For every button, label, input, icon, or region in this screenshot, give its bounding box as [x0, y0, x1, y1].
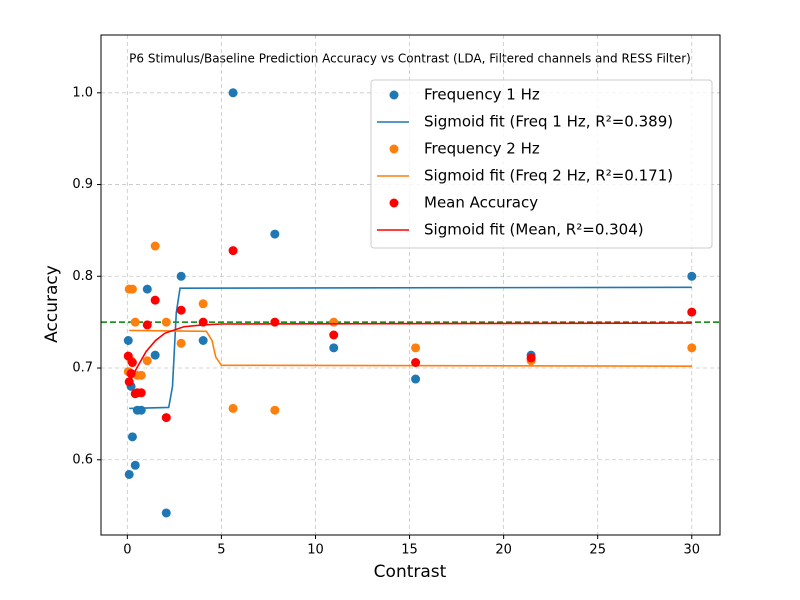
y-axis-label: Accuracy [42, 265, 62, 343]
data-point [123, 351, 133, 361]
data-point [136, 388, 146, 398]
data-point [687, 271, 697, 281]
legend-box [370, 79, 713, 249]
legend-label: Sigmoid fit (Freq 1 Hz, R²=0.389) [424, 113, 673, 131]
legend-marker [389, 198, 399, 208]
x-tick-label: 15 [401, 543, 418, 558]
y-tick-label: 0.8 [72, 269, 93, 284]
data-point [176, 271, 186, 281]
legend-marker [389, 90, 399, 100]
data-point [150, 295, 160, 305]
x-tick-label: 10 [307, 543, 324, 558]
data-point [136, 370, 146, 380]
data-point [176, 338, 186, 348]
x-tick-label: 20 [495, 543, 512, 558]
data-point [198, 299, 208, 309]
data-point [526, 353, 536, 363]
data-point [150, 241, 160, 251]
x-axis-label: Contrast [374, 562, 447, 582]
data-point [161, 413, 171, 423]
data-point [411, 358, 421, 368]
x-tick-label: 30 [684, 543, 701, 558]
legend-label: Mean Accuracy [424, 194, 538, 212]
data-point [228, 403, 238, 413]
x-tick-label: 0 [123, 543, 131, 558]
data-point [150, 350, 160, 360]
data-point [329, 343, 339, 353]
data-point [198, 336, 208, 346]
legend-label: Frequency 1 Hz [424, 86, 540, 104]
y-tick-label: 0.7 [72, 361, 93, 376]
y-tick-label: 0.6 [72, 452, 93, 467]
data-point [176, 305, 186, 315]
data-point [161, 317, 171, 327]
data-point [687, 343, 697, 353]
data-point [329, 317, 339, 327]
data-point [228, 246, 238, 256]
fit-line [128, 322, 692, 384]
y-tick-label: 0.9 [72, 177, 93, 192]
data-point [130, 460, 140, 470]
x-tick-label: 5 [217, 543, 225, 558]
data-point [136, 405, 146, 415]
data-point [124, 469, 134, 479]
data-point [127, 432, 137, 442]
data-point [687, 307, 697, 317]
data-point [228, 88, 238, 98]
data-point [161, 508, 171, 518]
chart-title: P6 Stimulus/Baseline Prediction Accuracy… [129, 52, 691, 66]
data-point [270, 229, 280, 239]
data-point [127, 358, 137, 368]
y-tick-label: 1.0 [72, 85, 93, 100]
data-point [142, 356, 152, 366]
data-point [270, 317, 280, 327]
plot-frame [100, 34, 721, 536]
data-point [270, 405, 280, 415]
fit-line [129, 329, 692, 367]
legend-label: Frequency 2 Hz [424, 140, 540, 158]
legend-label: Sigmoid fit (Mean, R²=0.304) [424, 221, 644, 239]
fit-line [129, 286, 692, 410]
x-tick-label: 25 [589, 543, 606, 558]
data-point [329, 330, 339, 340]
data-point [142, 284, 152, 294]
legend-label: Sigmoid fit (Freq 2 Hz, R²=0.171) [424, 167, 673, 185]
data-point [142, 320, 152, 330]
data-point [411, 343, 421, 353]
data-point [127, 284, 137, 294]
legend-marker [389, 144, 399, 154]
data-point [411, 374, 421, 384]
data-point [123, 336, 133, 346]
data-point [130, 317, 140, 327]
